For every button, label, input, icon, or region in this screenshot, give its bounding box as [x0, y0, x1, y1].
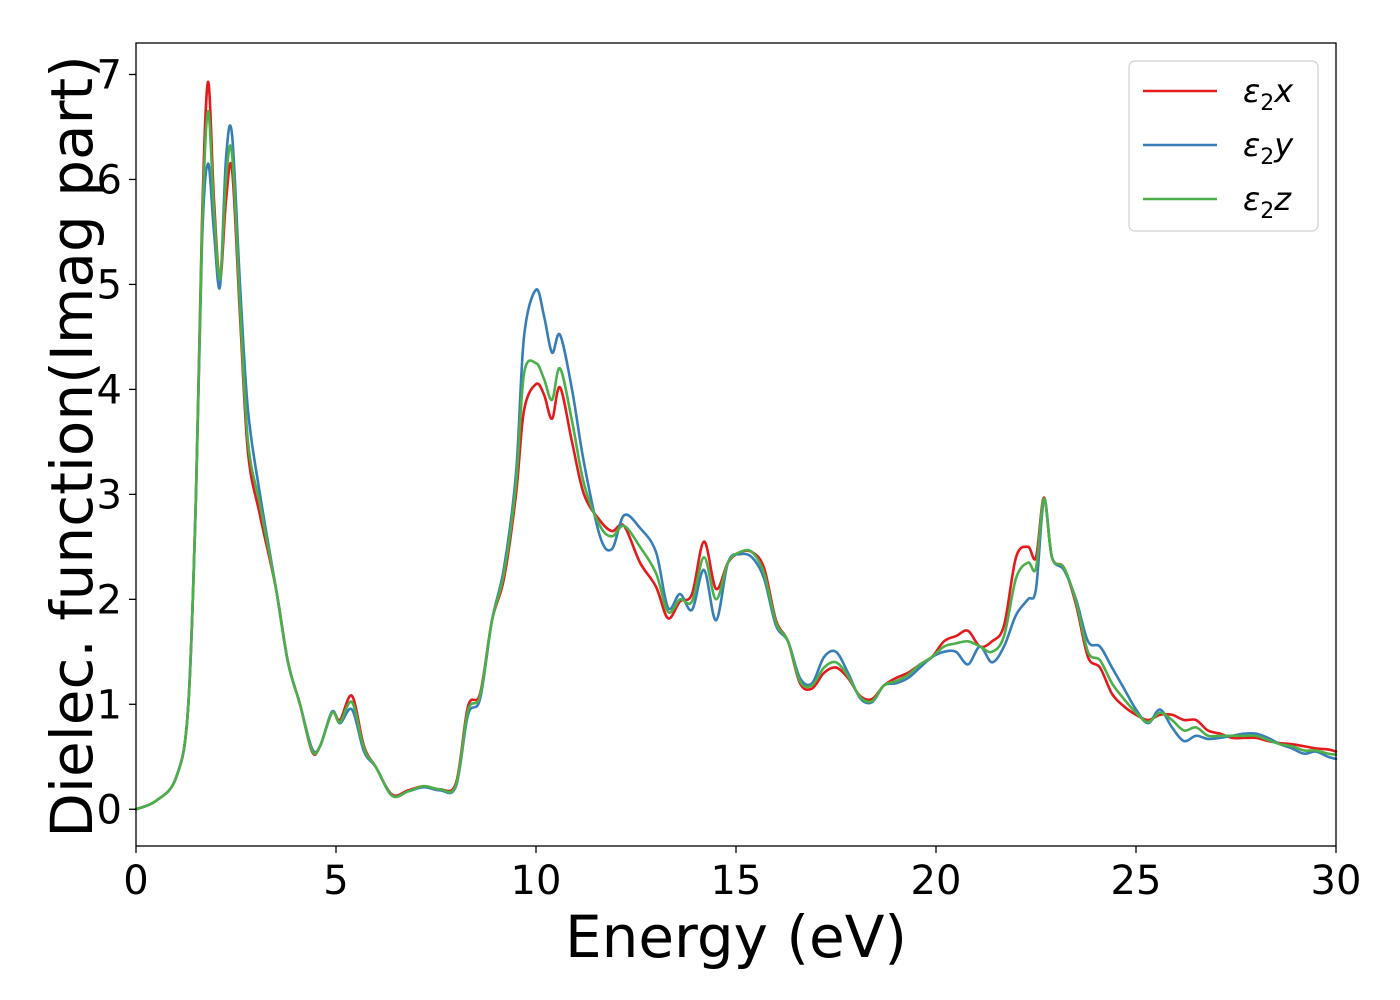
x-axis-title: Energy (eV) [565, 903, 907, 971]
x-tick-label: 5 [323, 858, 348, 904]
x-tick-label: 0 [123, 858, 148, 904]
legend-symbol: ε [1243, 126, 1260, 164]
legend-variable: z [1273, 180, 1292, 218]
series-line-z [134, 109, 1338, 811]
legend-box [1128, 60, 1319, 232]
legend-subscript: 2 [1260, 145, 1274, 170]
x-tick-label: 20 [911, 858, 962, 904]
x-tick-label: 30 [1311, 858, 1362, 904]
y-tick-label: 7 [97, 52, 122, 98]
y-tick-label: 5 [97, 262, 122, 308]
y-tick-label: 6 [97, 157, 122, 203]
y-axis-title: Dielec. function(Imag part) [38, 55, 106, 838]
legend-variable: y [1273, 126, 1294, 164]
x-tick-label: 15 [711, 858, 762, 904]
x-tick-label: 10 [511, 858, 562, 904]
legend-symbol: ε [1243, 72, 1260, 110]
series-layer [134, 80, 1338, 811]
y-tick-label: 4 [97, 367, 122, 413]
legend-subscript: 2 [1260, 91, 1274, 116]
y-tick-label: 2 [97, 577, 122, 623]
legend-variable: x [1273, 72, 1294, 110]
legend-label-x: ε2x [1243, 72, 1294, 116]
y-axis-ticks: 0 1 2 3 4 5 6 7 [97, 52, 136, 833]
legend-symbol: ε [1243, 180, 1260, 218]
y-tick-label: 3 [97, 472, 122, 518]
x-axis-ticks: 0 5 10 15 20 25 30 [123, 846, 1361, 904]
legend-label-z: ε2z [1243, 180, 1292, 224]
y-tick-label: 0 [97, 787, 122, 833]
x-tick-label: 25 [1111, 858, 1162, 904]
legend-label-y: ε2y [1243, 126, 1294, 170]
y-tick-label: 1 [97, 682, 122, 728]
legend-subscript: 2 [1260, 199, 1274, 224]
